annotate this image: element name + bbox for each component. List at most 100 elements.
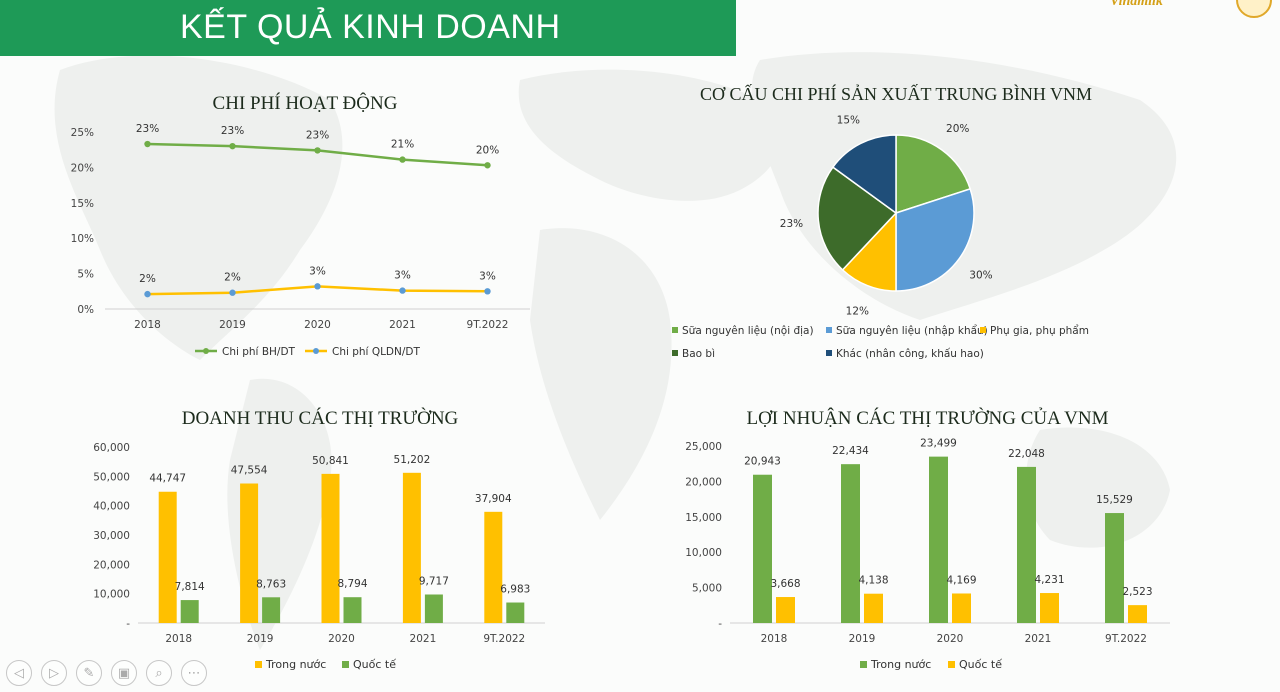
y-tick-label: 10,000 — [685, 547, 722, 559]
bar-data-label: 51,202 — [394, 454, 431, 466]
x-tick-label: 2021 — [410, 633, 437, 645]
legend-label: Quốc tế — [959, 658, 1002, 671]
pie-slice — [895, 134, 972, 215]
legend-swatch — [860, 661, 867, 668]
slide-title-bar: KẾT QUẢ KINH DOANH — [0, 0, 736, 56]
legend-swatch — [980, 327, 986, 333]
x-tick-label: 2020 — [937, 633, 964, 645]
bar-data-label: 22,048 — [1008, 448, 1045, 460]
y-tick-label: 5,000 — [692, 583, 722, 595]
bar — [841, 464, 860, 623]
bar-data-label: 7,814 — [175, 581, 205, 593]
y-tick-label: 50,000 — [93, 471, 130, 483]
bar — [158, 491, 177, 623]
y-tick-label: 15,000 — [685, 512, 722, 524]
slides-overview-button[interactable]: ▣ — [111, 660, 137, 686]
bar-data-label: 6,983 — [500, 584, 530, 596]
bar — [424, 594, 443, 623]
x-tick-label: 9T.2022 — [467, 319, 509, 331]
legend-swatch — [672, 327, 678, 333]
data-point — [399, 156, 406, 163]
bar-data-label: 22,434 — [832, 445, 869, 457]
x-tick-label: 9T.2022 — [1105, 633, 1147, 645]
bar — [1040, 593, 1059, 623]
x-tick-label: 2021 — [389, 319, 416, 331]
y-tick-label: 60,000 — [93, 442, 130, 454]
market-revenue-title: DOANH THU CÁC THỊ TRƯỜNG — [181, 408, 459, 429]
data-point — [314, 283, 321, 290]
data-label: 23% — [136, 123, 159, 135]
x-tick-label: 2020 — [304, 319, 331, 331]
data-point — [399, 287, 406, 294]
bar-data-label: 8,763 — [256, 578, 286, 590]
bar — [321, 473, 340, 623]
bar-data-label: 23,499 — [920, 438, 957, 450]
more-options-button[interactable]: ⋯ — [181, 660, 207, 686]
data-point — [314, 147, 321, 154]
bar — [484, 511, 503, 623]
next-slide-button[interactable]: ▷ — [41, 660, 67, 686]
bar-data-label: 37,904 — [475, 493, 512, 505]
data-label: 23% — [221, 125, 244, 137]
data-point — [144, 140, 151, 148]
legend-label: Sữa nguyên liệu (nội địa) — [682, 325, 814, 337]
x-tick-label: 2019 — [247, 633, 274, 645]
legend-swatch — [948, 661, 955, 668]
legend-swatch — [342, 661, 349, 668]
pen-tool-button[interactable]: ✎ — [76, 660, 102, 686]
data-point — [484, 162, 491, 169]
bar-data-label: 2,523 — [1122, 586, 1152, 598]
bar — [952, 593, 971, 623]
x-tick-label: 2019 — [849, 633, 876, 645]
bar — [1128, 605, 1147, 623]
y-tick-label: 20,000 — [93, 559, 130, 571]
previous-slide-button[interactable]: ◁ — [6, 660, 32, 686]
y-tick-label: 10% — [71, 233, 94, 245]
data-point — [144, 290, 151, 298]
x-tick-label: 2018 — [165, 633, 192, 645]
x-tick-label: 2019 — [219, 319, 246, 331]
data-label: 3% — [479, 270, 496, 282]
bar-data-label: 50,841 — [312, 455, 349, 467]
x-tick-label: 2018 — [134, 319, 161, 331]
data-point — [229, 289, 236, 296]
pie-slice — [831, 134, 897, 215]
data-label: 20% — [476, 144, 499, 156]
data-label: 2% — [139, 273, 156, 285]
pie-slice — [817, 166, 898, 271]
legend-swatch — [672, 350, 678, 356]
pie-slice — [895, 187, 975, 292]
bar — [776, 597, 795, 623]
x-tick-label: 2018 — [761, 633, 788, 645]
y-tick-label: - — [718, 618, 722, 630]
data-label: 23% — [306, 129, 329, 141]
bar — [864, 593, 883, 623]
legend-swatch — [826, 327, 832, 333]
zoom-button[interactable]: ⌕ — [146, 660, 172, 686]
y-tick-label: 15% — [71, 198, 94, 210]
y-tick-label: 10,000 — [93, 589, 130, 601]
bar-data-label: 47,554 — [231, 465, 268, 477]
legend-marker — [313, 348, 319, 354]
legend-swatch — [826, 350, 832, 356]
y-tick-label: 40,000 — [93, 501, 130, 513]
data-label: 3% — [309, 265, 326, 277]
legend-label: Khác (nhân công, khấu hao) — [836, 348, 984, 360]
x-tick-label: 2021 — [1025, 633, 1052, 645]
pie-data-label: 12% — [846, 306, 869, 318]
bar — [180, 600, 199, 623]
bar-data-label: 8,794 — [337, 578, 367, 590]
market-profit-title: LỢI NHUẬN CÁC THỊ TRƯỜNG CỦA VNM — [746, 408, 1109, 429]
y-tick-label: 20% — [71, 162, 94, 174]
brand-logo-text: Vinamilk — [1110, 0, 1163, 9]
y-tick-label: 0% — [77, 304, 94, 316]
bar — [402, 472, 421, 623]
legend-swatch — [255, 661, 262, 668]
data-label: 2% — [224, 272, 241, 284]
data-point — [484, 288, 491, 295]
legend-label: Bao bì — [682, 348, 715, 360]
bar-data-label: 44,747 — [149, 473, 186, 485]
legend-label: Chi phí BH/DT — [222, 346, 296, 358]
legend-marker — [203, 348, 209, 354]
y-tick-label: 30,000 — [93, 530, 130, 542]
